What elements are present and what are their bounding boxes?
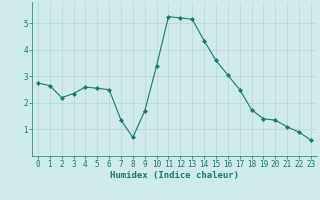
X-axis label: Humidex (Indice chaleur): Humidex (Indice chaleur) xyxy=(110,171,239,180)
